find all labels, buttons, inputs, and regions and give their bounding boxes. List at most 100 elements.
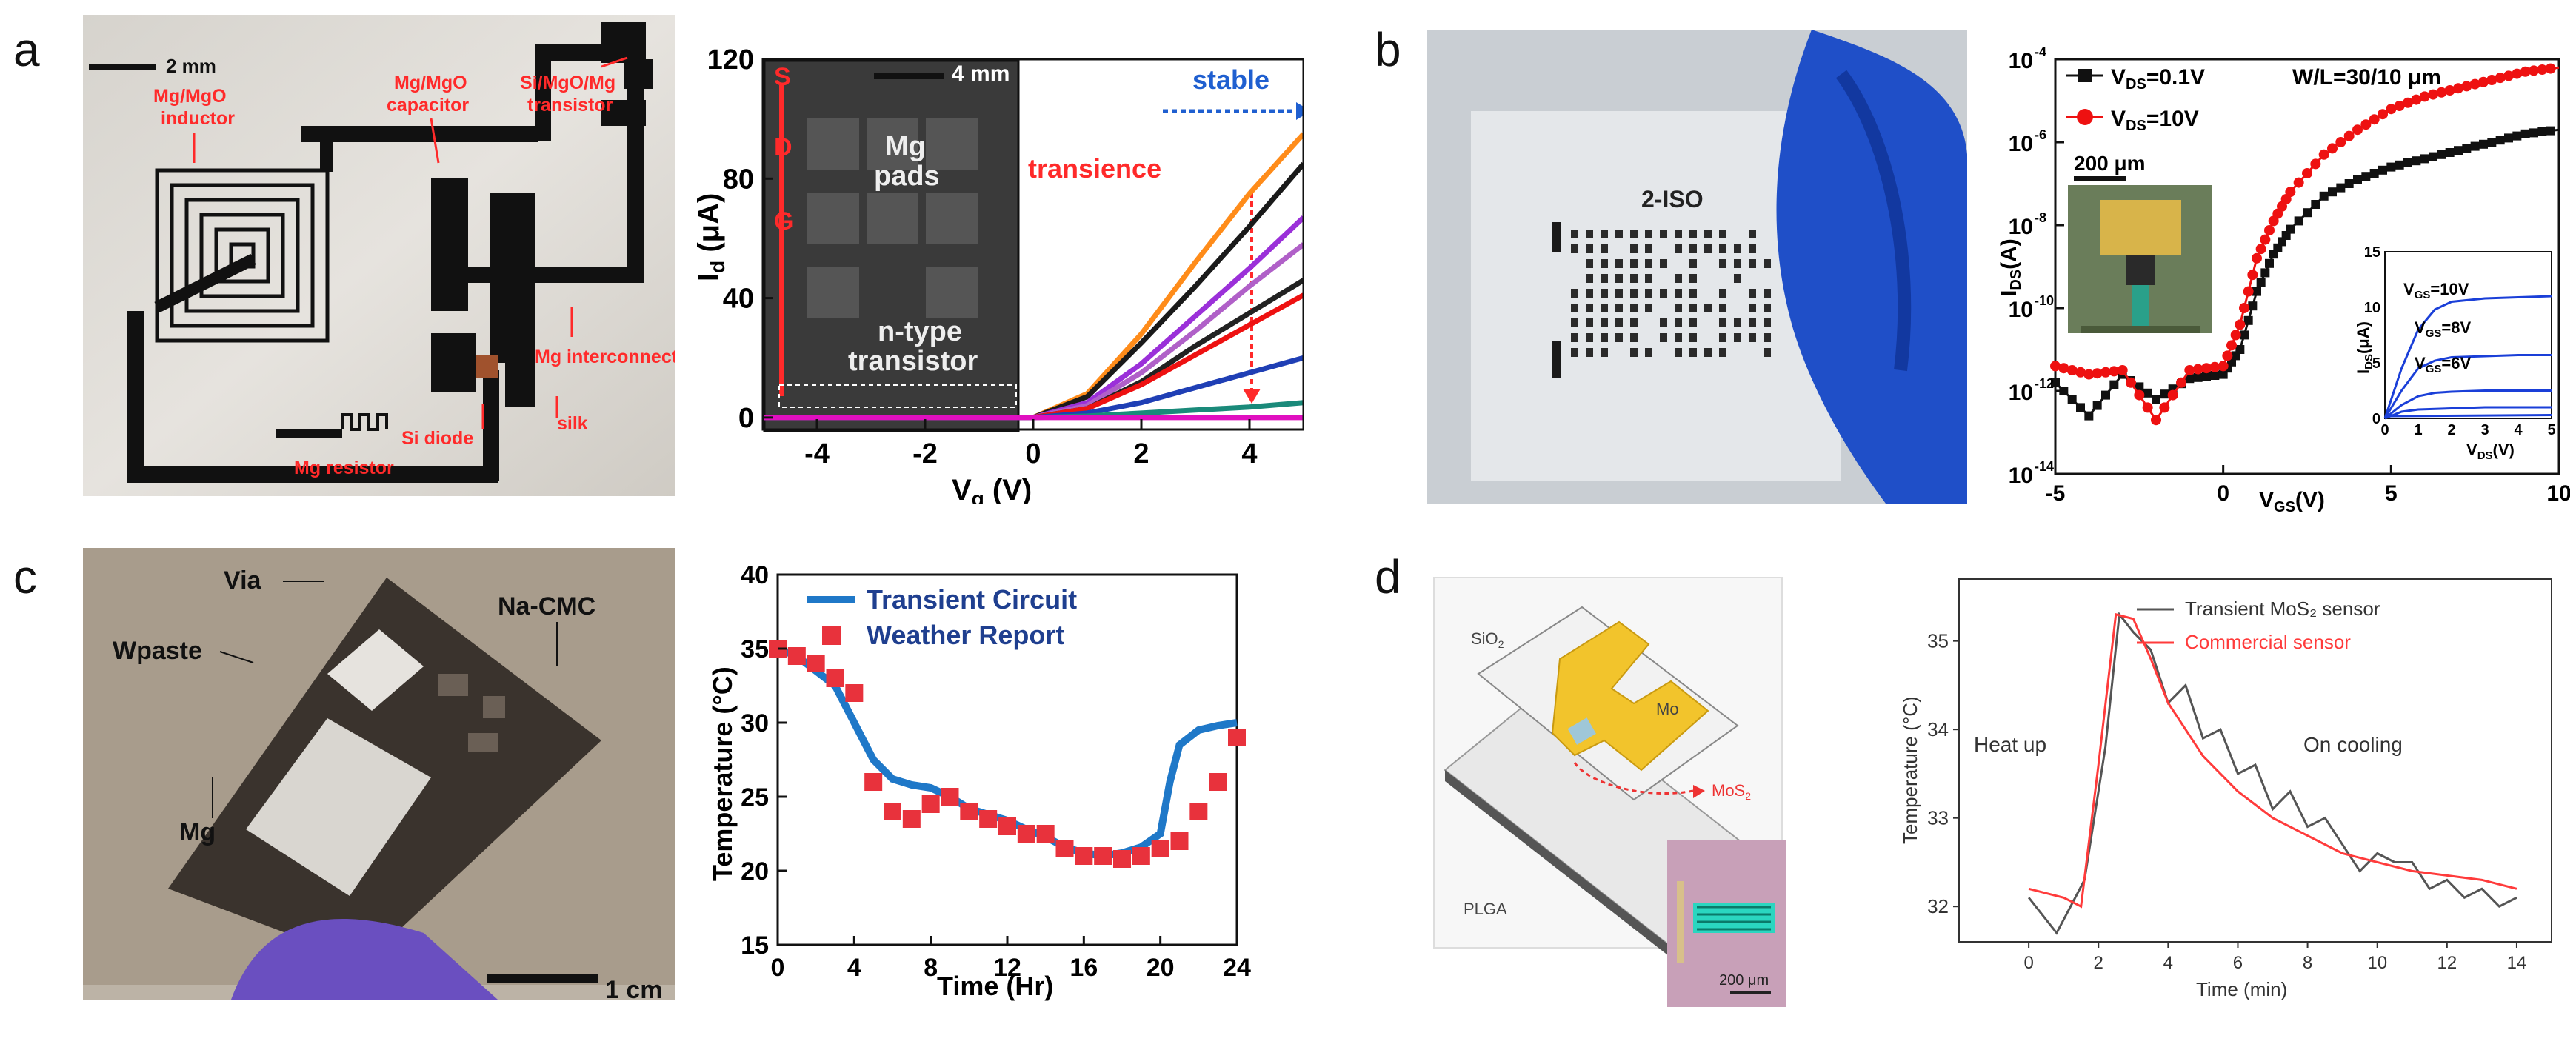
weather-point xyxy=(941,788,959,806)
label-plga: PLGA xyxy=(1464,900,1507,918)
x-tick-label: 16 xyxy=(1070,954,1098,982)
data-point xyxy=(2239,303,2249,313)
weather-point xyxy=(1094,847,1112,865)
data-point xyxy=(2076,403,2085,412)
panel-d-diagram-svg: SiO2 Mo PLGA MoS2 200 μm xyxy=(1427,555,1841,1014)
panel-a-chart: 4 mm S D G Mg pads n-type transistor sta… xyxy=(689,15,1304,504)
weather-point xyxy=(1018,825,1035,843)
data-point xyxy=(2335,137,2346,147)
weather-point xyxy=(1056,840,1074,857)
y-tick-exponent: -12 xyxy=(2035,376,2054,391)
scale-bar-label: 2 mm xyxy=(166,55,216,77)
data-point xyxy=(2084,412,2093,421)
label-wpaste: Wpaste xyxy=(113,637,202,665)
y-tick-label: 10 xyxy=(2009,381,2033,405)
x-tick-label: -2 xyxy=(912,438,938,469)
data-point xyxy=(2176,378,2186,388)
data-point xyxy=(2231,330,2241,340)
legend-commercial: Commercial sensor xyxy=(2185,631,2351,653)
data-point xyxy=(2328,187,2337,196)
inset-scale-label: 4 mm xyxy=(952,61,1010,86)
weather-point xyxy=(845,684,863,702)
y-tick-label: 0 xyxy=(738,403,754,434)
x-tick-label: 0 xyxy=(2217,481,2229,506)
data-point xyxy=(2151,415,2161,425)
data-point xyxy=(2226,340,2237,350)
data-point xyxy=(2311,200,2320,209)
panel-c-photo-svg: Via Na-CMC Wpaste Mg 1 cm xyxy=(83,548,675,1000)
y-tick-label: 33 xyxy=(1927,807,1949,829)
x-tick-label: 2 xyxy=(1133,438,1149,469)
label-scale-1cm: 1 cm xyxy=(605,976,663,1000)
label-transistor-2: transistor xyxy=(527,95,613,116)
inset-xlabel: VDS(V) xyxy=(2466,441,2515,462)
inset-x-tick: 3 xyxy=(2480,422,2489,438)
data-point xyxy=(2257,278,2266,287)
label-mg: Mg xyxy=(179,818,216,846)
data-point xyxy=(2143,389,2152,398)
x-tick-label: 0 xyxy=(1025,438,1041,469)
panel-d-micrograph: 200 μm xyxy=(1667,840,1786,1007)
panel-d-xlabel: Time (min) xyxy=(2196,978,2287,1000)
inset-y-tick: 15 xyxy=(2364,244,2380,261)
data-point xyxy=(2454,146,2463,155)
x-tick-label: 8 xyxy=(2303,953,2312,973)
data-point xyxy=(2264,225,2275,235)
panel-c-chart-svg: 0 4 8 12 16 20 24 15 20 25 30 35 40 Transient Circui… xyxy=(689,548,1304,1007)
y-tick-label: 30 xyxy=(741,709,769,737)
panel-c-xlabel: Time (Hr) xyxy=(937,971,1053,1001)
weather-point xyxy=(1228,729,1246,746)
data-point xyxy=(2429,153,2437,161)
label-capacitor-1: Mg/MgO xyxy=(394,73,467,93)
x-tick-label: 0 xyxy=(771,954,785,982)
data-point xyxy=(2244,316,2253,325)
inset-curve-6v: VGS=6V xyxy=(2415,354,2471,375)
data-point xyxy=(2521,130,2530,138)
data-point xyxy=(2378,166,2387,175)
panel-d-chart-svg: 0 2 4 6 8 10 12 14 32 33 34 35 Transient MoS₂ senso… xyxy=(1881,548,2570,1007)
micrograph-scale: 200 μm xyxy=(1719,972,1769,989)
y-tick-label: 10 xyxy=(2009,132,2033,156)
data-point xyxy=(2345,179,2354,188)
panel-b-device-photo: 2-ISO xyxy=(1427,30,1967,504)
x-tick-label: 14 xyxy=(2507,953,2527,973)
label-transistor-1: Si/MgO/Mg xyxy=(520,73,615,93)
x-tick-label: 10 xyxy=(2367,953,2387,973)
panel-b-photo-svg: 2-ISO xyxy=(1427,30,1967,504)
x-tick-label: 6 xyxy=(2233,953,2243,973)
panel-b-chip-inset xyxy=(2068,176,2212,333)
panel-a-device-photo: 2 mm xyxy=(83,15,675,496)
data-point xyxy=(2285,187,2295,197)
data-point xyxy=(2235,319,2245,330)
panel-c-ylabel: Temperature (°C) xyxy=(707,666,738,881)
inset-label-pads: pads xyxy=(874,161,940,192)
inset-y-tick: 0 xyxy=(2372,411,2380,427)
data-point xyxy=(2403,158,2412,167)
data-point xyxy=(2068,395,2077,404)
weather-point xyxy=(998,817,1016,835)
y-tick-exponent: -14 xyxy=(2035,459,2054,474)
data-point xyxy=(2420,154,2429,163)
label-inductor-1: Mg/MgO xyxy=(153,86,227,107)
y-tick-label: 40 xyxy=(741,561,769,589)
y-tick-exponent: -10 xyxy=(2035,293,2054,308)
data-point xyxy=(2487,138,2496,147)
label-nacmc: Na-CMC xyxy=(498,592,595,620)
data-point xyxy=(2319,150,2329,160)
inset-label-D: D xyxy=(774,133,793,161)
data-point xyxy=(2504,133,2513,142)
x-tick-label: 12 xyxy=(2437,953,2457,973)
data-point xyxy=(2101,391,2110,400)
data-point xyxy=(2168,390,2178,401)
data-point xyxy=(2143,402,2153,412)
legend-wl: W/L=30/10 μm xyxy=(2292,65,2441,90)
data-point xyxy=(2294,178,2304,188)
data-point xyxy=(2160,389,2169,398)
inset-ylabel: IDS(μA) xyxy=(2354,321,2375,374)
data-point xyxy=(2462,144,2471,153)
data-point xyxy=(2529,128,2538,137)
weather-point xyxy=(1209,773,1227,791)
panel-d-ylabel: Temperature (°C) xyxy=(1899,696,1921,844)
data-point xyxy=(2260,268,2269,277)
chip-label: 2-ISO xyxy=(1641,186,1704,213)
